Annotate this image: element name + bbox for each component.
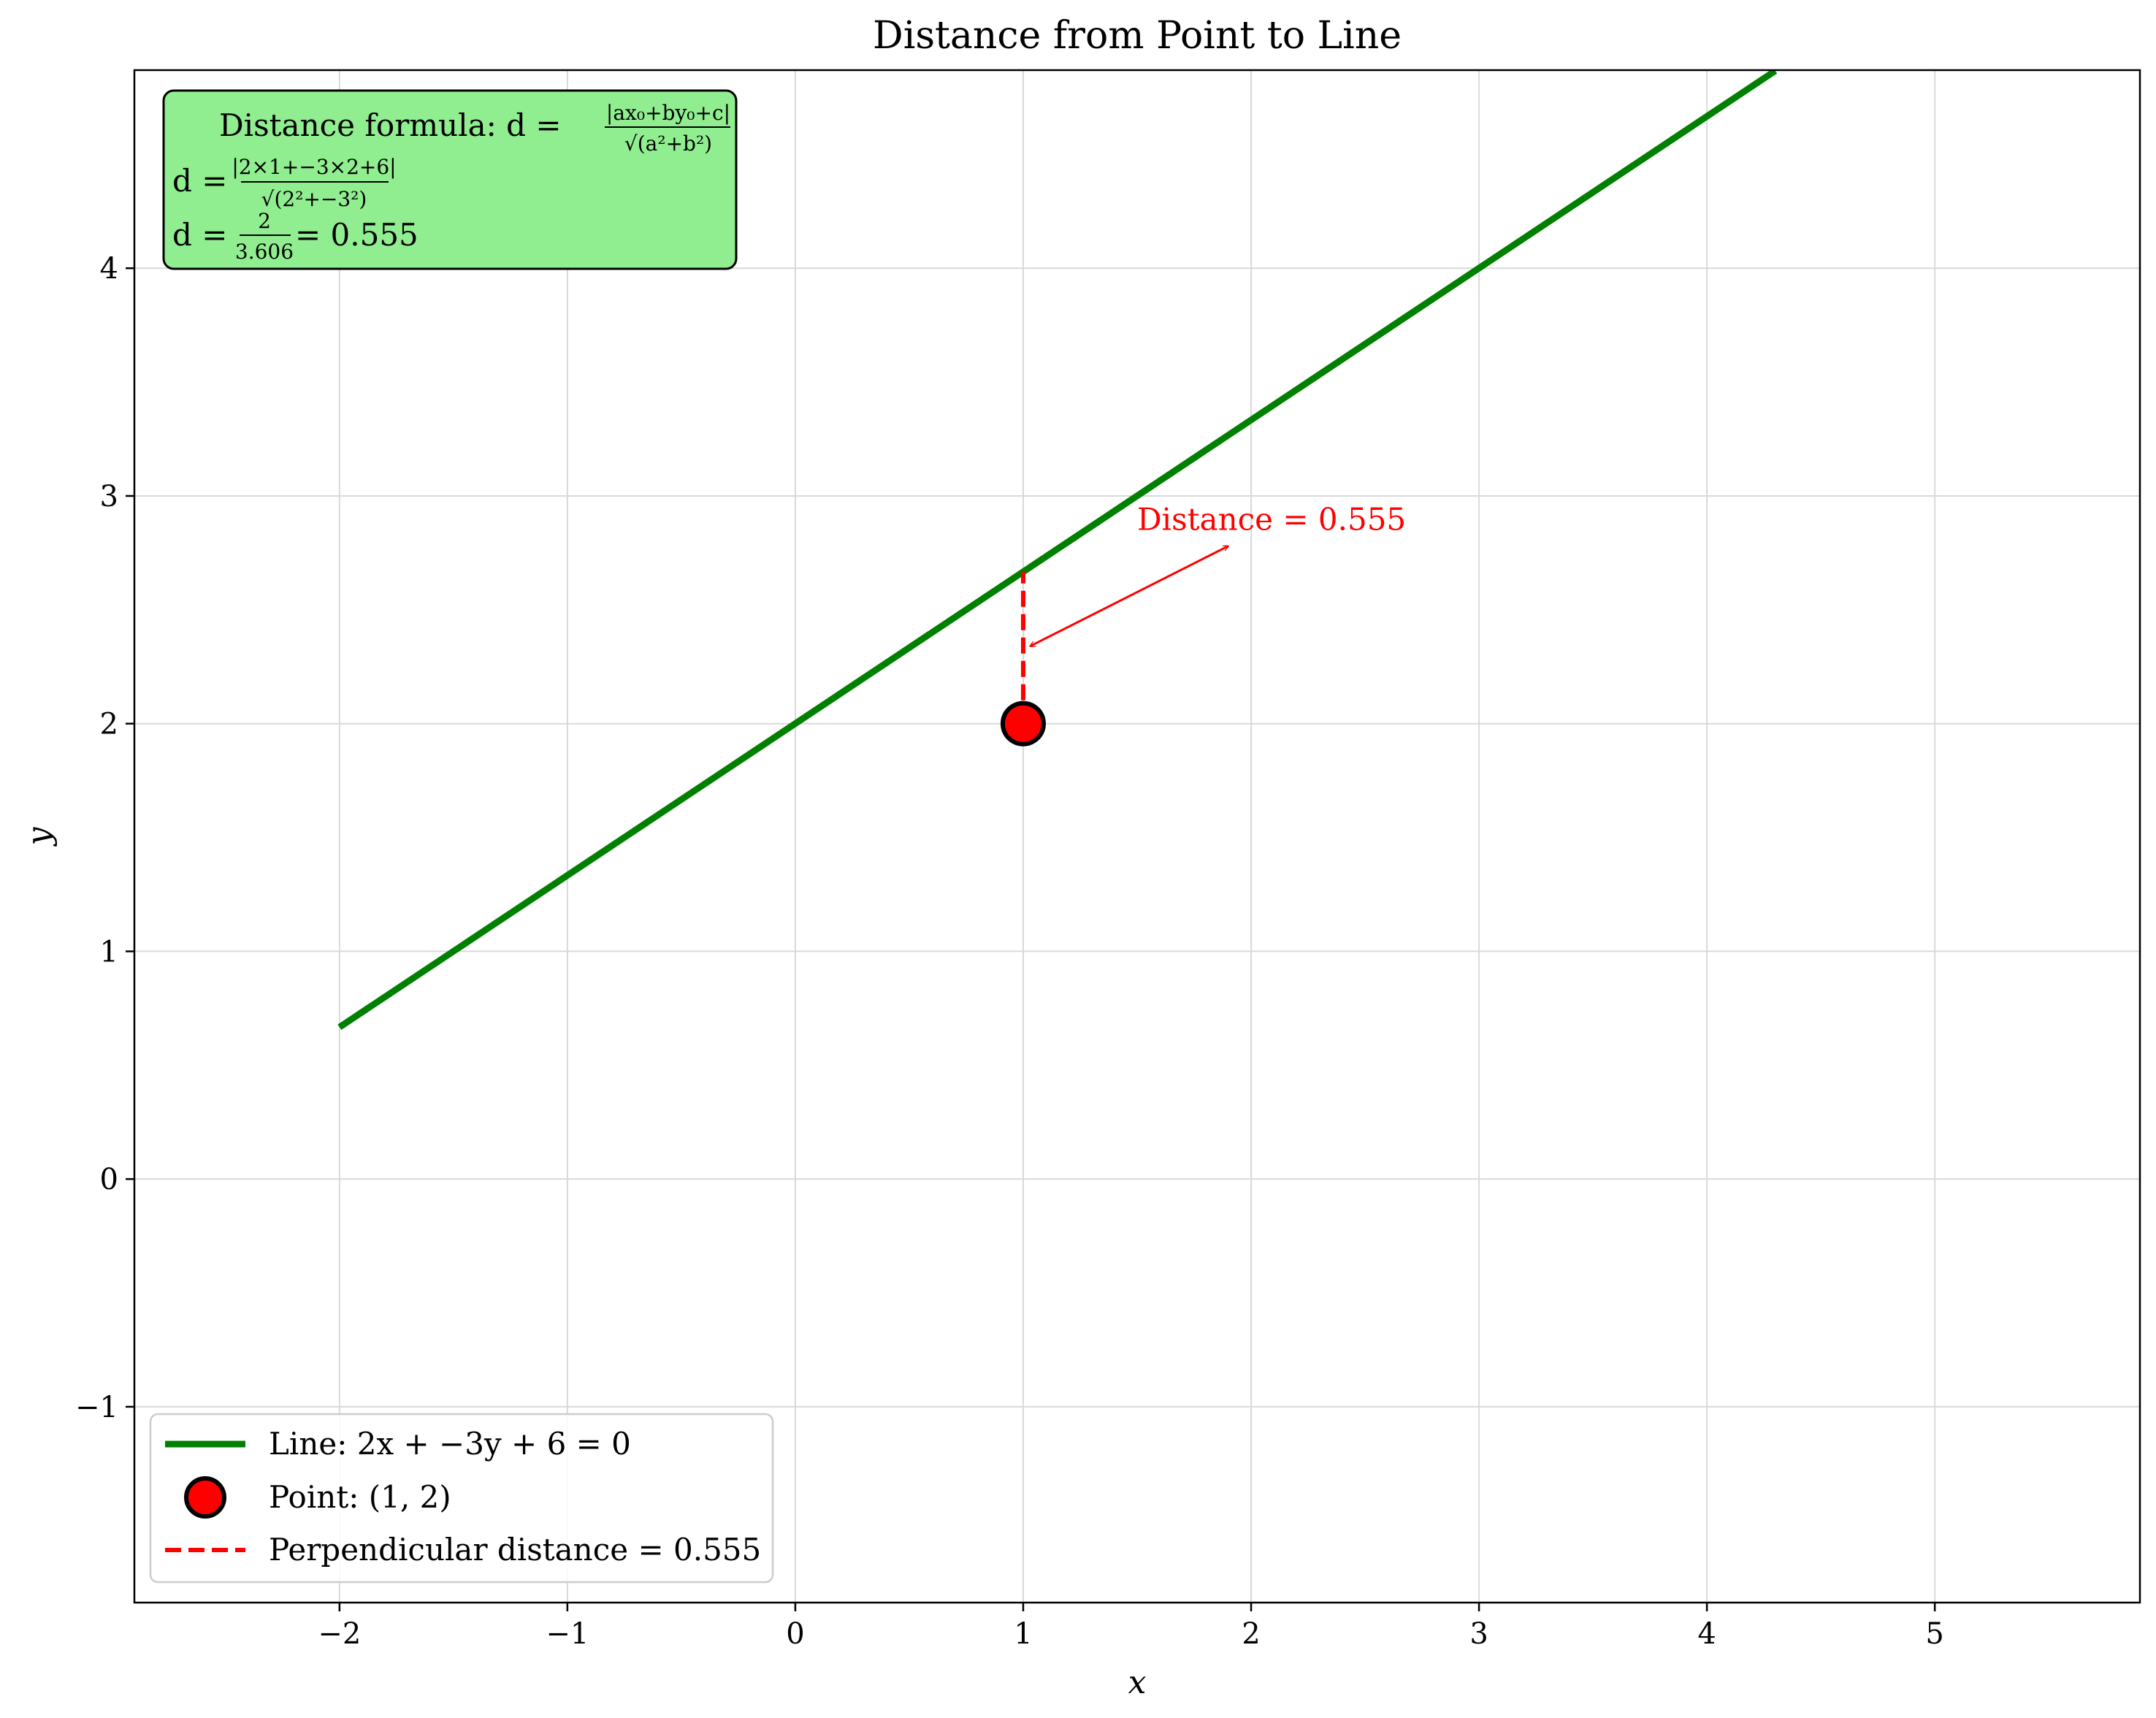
- x-tick-label: 0: [786, 1617, 804, 1651]
- legend: Line: 2x + −3y + 6 = 0 Point: (1, 2) Per…: [149, 1413, 774, 1584]
- y-tick-label: −1: [75, 1391, 118, 1424]
- y-tick-label: 4: [100, 252, 118, 286]
- y-tick-label: 3: [100, 480, 118, 514]
- x-tick-label: 1: [1014, 1617, 1032, 1651]
- y-tick-label: 0: [100, 1163, 118, 1196]
- x-axis-label: x: [1128, 1664, 1147, 1701]
- x-tick-label: 2: [1242, 1617, 1260, 1651]
- legend-label-point: Point: (1, 2): [269, 1479, 451, 1515]
- legend-label-line: Line: 2x + −3y + 6 = 0: [269, 1426, 631, 1462]
- x-tick-label: 4: [1697, 1617, 1716, 1651]
- x-tick-label: 5: [1925, 1617, 1943, 1651]
- formula-line-1-numerator: |ax₀+by₀+c|: [606, 101, 730, 125]
- formula-line-1-prefix: Distance formula: d =: [219, 107, 562, 143]
- legend-frame: [149, 1413, 774, 1584]
- chart-title: Distance from Point to Line: [873, 14, 1402, 58]
- y-grid: [134, 267, 2140, 1408]
- x-ticks: −2 −1 0 1 2 3 4 5: [318, 1603, 1944, 1651]
- y-ticks: −1 0 1 2 3 4: [75, 252, 134, 1424]
- formula-box-background: [162, 89, 738, 270]
- formula-box: Distance formula: d = |ax₀+by₀+c| √(a²+b…: [162, 89, 738, 270]
- formula-line-2-numerator: |2×1+−3×2+6|: [232, 155, 396, 179]
- legend-label-perpendicular: Perpendicular distance = 0.555: [269, 1532, 761, 1568]
- plot-area: Distance = 0.555: [337, 70, 1778, 1030]
- formula-line-3-prefix: d =: [172, 217, 227, 253]
- axes-frame: [133, 69, 2141, 1604]
- formula-line-3-suffix: = 0.555: [295, 217, 418, 253]
- x-tick-label: 3: [1469, 1617, 1488, 1651]
- y-axis-label: y: [20, 826, 58, 847]
- formula-line-1-denominator: √(a²+b²): [624, 131, 712, 156]
- x-tick-label: −2: [318, 1617, 361, 1651]
- formula-line-3-numerator: 2: [258, 209, 271, 233]
- point-marker: [1000, 700, 1046, 747]
- formula-line-3-denominator: 3.606: [235, 240, 294, 264]
- x-tick-label: −1: [546, 1617, 589, 1651]
- y-tick-label: 2: [100, 708, 118, 741]
- formula-line-2-prefix: d =: [172, 163, 227, 199]
- y-tick-label: 1: [100, 935, 118, 969]
- x-grid: [338, 70, 1936, 1603]
- legend-swatch-point: [184, 1476, 226, 1519]
- annotation-arrow: [1030, 545, 1228, 648]
- annotation-text: Distance = 0.555: [1137, 502, 1406, 538]
- formula-line-2-denominator: √(2²+−3²): [261, 187, 367, 211]
